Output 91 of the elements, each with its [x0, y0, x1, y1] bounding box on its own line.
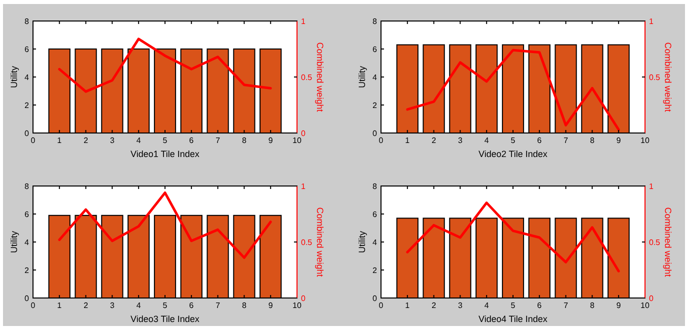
line-series	[58, 38, 272, 93]
x-tick-label: 10	[292, 301, 302, 310]
y-tick-label: 2	[372, 266, 378, 275]
y-tick-label: 6	[24, 45, 30, 54]
y-tick-label: 4	[24, 73, 30, 82]
x-tick-label: 8	[590, 136, 595, 145]
x-tick-label: 8	[242, 301, 247, 310]
y-tick-label: 2	[372, 101, 378, 110]
x-tick-label: 0	[30, 136, 36, 145]
y-tick-label: 2	[24, 266, 30, 275]
x-tick-label: 7	[564, 136, 569, 145]
y2-axis-title: Combined weight	[663, 42, 673, 112]
y2-tick-label: 0	[649, 294, 654, 303]
y2-tick-label: 1	[649, 17, 654, 26]
line-series	[406, 48, 620, 131]
y-tick-label: 4	[24, 238, 30, 247]
x-tick-label: 6	[189, 301, 194, 310]
y-axis-title: Utility	[9, 230, 19, 253]
line-series	[58, 191, 272, 259]
x-tick-label: 4	[484, 136, 490, 145]
y2-tick-label: 1	[301, 182, 306, 191]
x-tick-label: 8	[242, 136, 247, 145]
x-tick-label: 6	[537, 301, 542, 310]
x-axis-title: Video1 Tile Index	[130, 149, 200, 159]
y2-tick-label: 0.5	[649, 238, 661, 247]
line-series	[406, 202, 620, 272]
y-tick-label: 6	[24, 210, 30, 219]
y-tick-label: 0	[24, 294, 30, 303]
x-tick-label: 9	[268, 301, 274, 310]
y-tick-label: 8	[24, 182, 30, 191]
x-axis-title: Video3 Tile Index	[130, 314, 200, 324]
x-tick-label: 7	[216, 136, 221, 145]
x-tick-label: 10	[292, 136, 302, 145]
y2-tick-label: 0.5	[301, 238, 313, 247]
x-tick-label: 4	[484, 301, 490, 310]
x-tick-label: 1	[57, 301, 62, 310]
x-tick-label: 9	[616, 301, 622, 310]
x-tick-label: 2	[432, 301, 437, 310]
y-axis-title: Utility	[357, 66, 367, 88]
y-tick-label: 2	[24, 101, 30, 110]
x-tick-label: 10	[640, 301, 650, 310]
x-tick-label: 7	[216, 301, 221, 310]
x-tick-label: 4	[136, 301, 142, 310]
x-tick-label: 9	[268, 136, 274, 145]
x-tick-label: 3	[458, 301, 463, 310]
y2-axis-title: Combined weight	[663, 207, 673, 278]
x-tick-label: 0	[378, 136, 384, 145]
y2-axis-title: Combined weight	[315, 207, 325, 278]
x-tick-label: 3	[110, 301, 115, 310]
y-axis-title: Utility	[357, 230, 367, 253]
x-tick-label: 6	[537, 136, 542, 145]
x-tick-label: 2	[84, 301, 89, 310]
y2-tick-label: 0.5	[301, 73, 313, 82]
x-tick-label: 0	[378, 301, 384, 310]
x-axis-title: Video2 Tile Index	[478, 149, 548, 159]
y2-tick-label: 1	[301, 17, 306, 26]
x-tick-label: 2	[432, 136, 437, 145]
x-tick-label: 4	[136, 136, 142, 145]
x-tick-label: 5	[162, 301, 168, 310]
x-tick-label: 10	[640, 136, 650, 145]
x-tick-label: 3	[458, 136, 463, 145]
x-tick-label: 1	[57, 136, 62, 145]
y-tick-label: 8	[372, 182, 378, 191]
x-tick-label: 5	[510, 301, 516, 310]
x-tick-label: 6	[189, 136, 194, 145]
x-tick-label: 2	[84, 136, 89, 145]
y2-tick-label: 1	[649, 182, 654, 191]
y-tick-label: 0	[24, 129, 30, 138]
x-tick-label: 8	[590, 301, 595, 310]
y-axis-title: Utility	[9, 66, 19, 88]
y-tick-label: 8	[372, 17, 378, 26]
x-tick-label: 5	[162, 136, 168, 145]
x-tick-label: 0	[30, 301, 36, 310]
x-tick-label: 7	[564, 301, 569, 310]
x-tick-label: 9	[616, 136, 622, 145]
y-tick-label: 8	[24, 17, 30, 26]
y2-tick-label: 0.5	[649, 73, 661, 82]
x-tick-label: 1	[405, 136, 410, 145]
x-tick-label: 1	[405, 301, 410, 310]
y2-axis-title: Combined weight	[315, 42, 325, 112]
x-tick-label: 5	[510, 136, 516, 145]
x-axis-title: Video4 Tile Index	[478, 314, 548, 324]
y2-tick-label: 0	[301, 294, 306, 303]
y-tick-label: 6	[372, 210, 378, 219]
y2-tick-label: 0	[301, 129, 306, 138]
y-tick-label: 0	[372, 294, 378, 303]
y-tick-label: 4	[372, 238, 378, 247]
y-tick-label: 4	[372, 73, 378, 82]
y-tick-label: 0	[372, 129, 378, 138]
x-tick-label: 3	[110, 136, 115, 145]
y-tick-label: 6	[372, 45, 378, 54]
